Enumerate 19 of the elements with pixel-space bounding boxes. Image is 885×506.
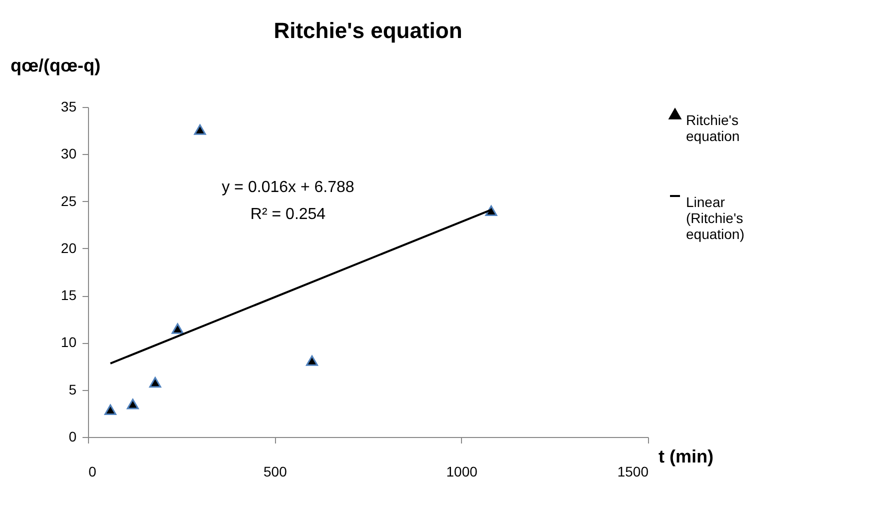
y-tick-label: 10 <box>60 334 77 350</box>
y-tick-label: 30 <box>60 146 77 162</box>
y-tick-label: 0 <box>68 428 77 444</box>
x-axis-title: t (min) <box>658 446 714 466</box>
y-tick-label: 5 <box>68 381 77 398</box>
annotation: R² = 0.254 <box>250 206 326 223</box>
legend-label: Linear (Ritchie's equation) <box>686 194 744 242</box>
y-tick-label: 20 <box>60 240 77 256</box>
y-axis-title: qœ/(qœ-q) <box>10 56 100 76</box>
x-tick-label: 500 <box>263 464 288 480</box>
chart-title: Ritchie's equation <box>274 18 462 43</box>
y-tick-label: 15 <box>60 287 77 304</box>
y-tick-label: 25 <box>60 192 77 209</box>
legend-label: Ritchie's equation <box>686 112 740 144</box>
annotation: y = 0.016x + 6.788 <box>222 179 354 196</box>
y-tick-label: 35 <box>60 98 77 114</box>
x-tick-label: 1500 <box>617 464 649 480</box>
x-tick-label: 0 <box>88 464 96 480</box>
x-tick-label: 1000 <box>446 464 478 480</box>
